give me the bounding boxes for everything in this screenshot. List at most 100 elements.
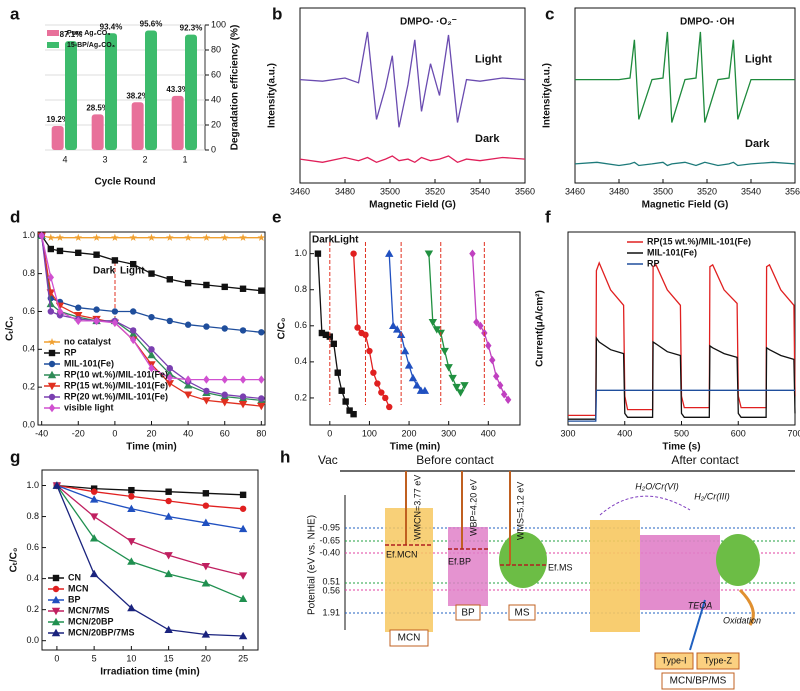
marker [48, 338, 56, 346]
bar [171, 95, 184, 150]
value-label: 38.2% [126, 91, 149, 100]
y-axis-label: Intensity(a.u.) [542, 63, 553, 128]
marker [201, 518, 211, 526]
marker [460, 382, 469, 390]
composite-bp [640, 535, 720, 610]
marker [378, 389, 385, 396]
bar [131, 102, 144, 150]
marker [166, 373, 174, 382]
marker [258, 375, 265, 384]
marker [448, 374, 457, 383]
y-tick-label: 1.0 [294, 248, 307, 258]
potential-axis-label: Potential (eV vs. NHE) [307, 515, 318, 615]
x-tick-label: 0 [327, 428, 332, 438]
legend-label: MIL-101(Fe) [64, 358, 114, 368]
marker [111, 308, 119, 315]
marker [56, 233, 64, 241]
work-function: WMCN=3.77 eV [412, 475, 422, 540]
label-box [455, 604, 481, 621]
marker [51, 628, 61, 637]
series-line [471, 253, 509, 401]
reaction-label: Oxidation [723, 615, 761, 625]
x-tick-label: 3500 [653, 186, 673, 196]
x-tick-label: 200 [402, 428, 417, 438]
marker [56, 307, 64, 316]
potential-label: -0.40 [319, 547, 340, 557]
work-function: WBP=4.20 eV [468, 479, 478, 536]
marker [92, 233, 101, 241]
marker [221, 283, 228, 291]
y-tick-label: 0.6 [22, 306, 35, 316]
marker [485, 341, 492, 350]
marker [48, 403, 56, 413]
x-tick-label: 3460 [565, 186, 585, 196]
series-line [568, 261, 796, 417]
x-tick-label: 3520 [697, 186, 717, 196]
legend-label: RP [64, 347, 77, 357]
marker [165, 369, 175, 378]
series-line [41, 235, 262, 292]
before-label: Before contact [416, 453, 494, 467]
x-axis-label: Time (min) [390, 442, 440, 453]
marker [147, 350, 156, 359]
material-label: BP [461, 608, 475, 619]
y-tick-label: 0.6 [294, 320, 307, 330]
marker [111, 233, 119, 241]
y-axis-label: Cₜ/C₀ [9, 548, 20, 573]
series-line [41, 235, 262, 407]
x-axis-label: Irradiation time (min) [100, 667, 199, 678]
marker [93, 251, 100, 258]
x-tick-label: 300 [441, 428, 456, 438]
x-tick-label: 100 [362, 428, 377, 438]
series-line [352, 253, 390, 408]
y-tick-label: 20 [211, 119, 221, 129]
series-line [568, 389, 795, 422]
marker [477, 321, 484, 330]
series-line [56, 484, 244, 496]
x-axis-label: Magnetic Field (G) [369, 200, 456, 211]
legend-label: 15-BP/Ag₂CO₃ [67, 42, 115, 49]
x-tick-label: 2 [142, 154, 147, 164]
y-axis-label: C/C₀ [277, 318, 288, 340]
x-tick-label: 3540 [470, 186, 490, 196]
marker [400, 346, 410, 355]
marker [48, 349, 56, 357]
x-tick-label: 3480 [335, 186, 355, 196]
marker [129, 327, 137, 334]
y-tick-label: 0.4 [22, 344, 35, 354]
marker [47, 370, 57, 379]
reaction-label: H₂O/Cr(VI) [635, 481, 678, 491]
marker [258, 287, 265, 294]
marker [75, 316, 82, 326]
marker [74, 312, 83, 320]
material-label: MCN [398, 633, 421, 644]
bar [185, 34, 197, 150]
legend-label: RP(15 wt.%)/MIL-101(Fe) [647, 236, 751, 246]
x-tick-label: -20 [72, 428, 85, 438]
after-label: After contact [671, 453, 739, 467]
series-line [575, 31, 795, 123]
marker [128, 486, 135, 494]
composite-label: MCN/BP/MS [670, 676, 727, 687]
marker [338, 387, 345, 394]
marker [412, 381, 422, 389]
series-line [299, 31, 526, 128]
marker [221, 391, 228, 398]
label-box [661, 672, 735, 690]
x-tick-label: -40 [35, 428, 48, 438]
y-tick-label: 0.6 [26, 542, 39, 552]
annotation: DMPO- ·OH [680, 17, 734, 28]
marker [51, 617, 61, 626]
marker [184, 321, 192, 328]
x-tick-label: 3560 [785, 186, 800, 196]
marker [239, 375, 247, 384]
transfer-arrow [689, 599, 706, 651]
x-tick-label: 25 [238, 653, 248, 663]
marker [201, 579, 211, 587]
marker [326, 333, 334, 340]
marker [38, 231, 45, 240]
y-tick-label: 1.0 [26, 480, 39, 490]
work-function: WMS=5.12 eV [515, 482, 525, 540]
value-label: 93.4% [100, 22, 123, 31]
x-axis-label: Time (min) [126, 442, 176, 453]
